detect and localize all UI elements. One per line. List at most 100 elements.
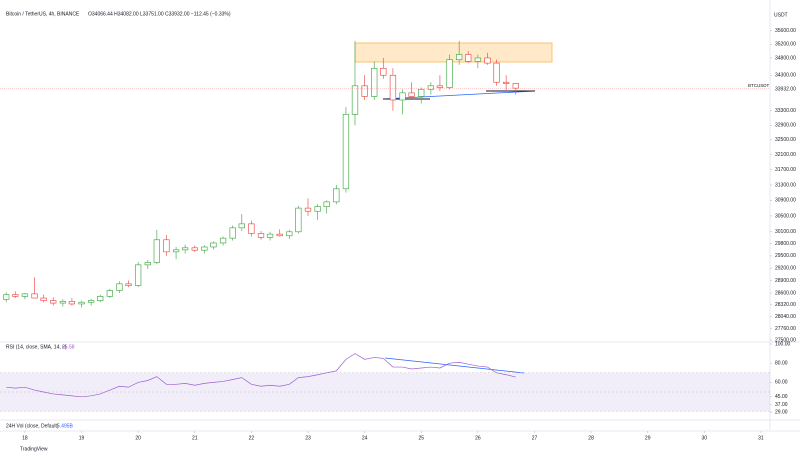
candle-body: [78, 301, 85, 305]
candle-body: [68, 301, 76, 305]
x-tick-label: 21: [192, 435, 198, 441]
candle-body: [456, 54, 463, 61]
candle-body: [201, 246, 208, 251]
candle-body: [512, 83, 519, 89]
candle-body: [163, 239, 170, 253]
candle-body: [31, 293, 38, 299]
candle-body: [465, 54, 472, 62]
y-tick-label: 28320.00: [775, 302, 796, 308]
candle-body: [436, 85, 444, 88]
y-tick-label: 31300.00: [775, 182, 796, 188]
rsi-y-tick-label: 80.00: [775, 361, 788, 367]
candle-body: [181, 247, 189, 251]
x-tick-label: 28: [588, 435, 594, 441]
candle-body: [295, 207, 302, 233]
trend-line: [382, 90, 536, 100]
y-tick-label: 32500.00: [775, 137, 796, 143]
rsi-trend-line: [384, 357, 525, 374]
y-tick-label: 31700.00: [775, 167, 796, 173]
candle-body: [286, 231, 293, 237]
candle-body: [503, 81, 510, 84]
candle-body: [97, 296, 104, 301]
y-tick-label: 28040.00: [775, 314, 796, 320]
last-price-value: 33932.00: [775, 87, 796, 93]
candle-body: [323, 201, 330, 207]
ohlc-legend: O34066.44 H34082.00 L33751.00 C33932.00 …: [88, 11, 231, 17]
y-tick-label: 27760.00: [775, 326, 796, 332]
candle-body: [210, 242, 217, 248]
candle-body: [484, 57, 491, 64]
rsi-y-tick-label: 45.00: [775, 394, 788, 400]
candle-body: [361, 85, 368, 97]
x-tick-label: 27: [532, 435, 538, 441]
candle-body: [106, 290, 113, 297]
x-tick-label: 18: [22, 435, 28, 441]
y-tick-label: 35200.00: [775, 42, 796, 48]
candle-body: [59, 301, 67, 304]
rsi-value: 65.58: [62, 344, 75, 350]
candle-body: [248, 223, 255, 234]
y-tick-label: 35600.00: [775, 28, 796, 34]
volume-title: 24H Vol (close, Default): [6, 423, 59, 429]
last-price-tag: [771, 82, 800, 95]
candle-body: [116, 283, 123, 291]
candle-body: [342, 113, 350, 190]
candle-body: [50, 300, 57, 304]
candle-body: [172, 249, 180, 253]
candle-body: [304, 207, 312, 212]
x-tick-label: 20: [135, 435, 141, 441]
y-tick-label: 34300.00: [775, 73, 796, 79]
candle-body: [238, 223, 245, 229]
candle-body: [351, 85, 359, 115]
candle-body: [446, 59, 453, 88]
candle-body: [266, 233, 274, 238]
candle-body: [418, 88, 425, 97]
y-tick-label: 30900.00: [775, 198, 796, 204]
rsi-y-tick-label: 100.00: [775, 341, 791, 347]
candle-body: [144, 262, 151, 266]
currency-label: USDT: [774, 12, 788, 18]
rsi-y-tick-label: 60.00: [775, 380, 788, 386]
brand: TradingView: [20, 446, 48, 452]
candle-body: [474, 57, 482, 62]
y-tick-label: 30500.00: [775, 213, 796, 219]
y-tick-label: 28900.00: [775, 278, 796, 284]
x-tick-label: 30: [702, 435, 708, 441]
y-tick-label: 29800.00: [775, 241, 796, 247]
rsi-y-tick-label: 37.00: [775, 402, 788, 408]
candle-body: [314, 206, 321, 212]
candle-body: [493, 62, 500, 83]
y-tick-label: 32900.00: [775, 123, 796, 129]
volume-value: 5.495B: [57, 423, 74, 429]
rsi-title: RSI (14, close, SMA, 14, 2): [6, 344, 67, 350]
candle-body: [257, 233, 265, 238]
rsi-y-tick-label: 29.00: [775, 409, 788, 415]
candle-body: [134, 264, 142, 286]
candle-body: [399, 92, 406, 101]
candle-body: [371, 67, 378, 97]
candle-body: [12, 294, 19, 297]
candle-body: [427, 85, 435, 90]
y-tick-label: 27500.00: [775, 337, 796, 343]
x-tick-label: 22: [249, 435, 255, 441]
x-tick-label: 19: [79, 435, 85, 441]
x-tick-label: 24: [362, 435, 368, 441]
candle-body: [87, 300, 95, 303]
rectangle-drawing: [354, 42, 553, 63]
candle-body: [3, 294, 10, 300]
y-tick-label: 29200.00: [775, 265, 796, 271]
y-tick-label: 33300.00: [775, 108, 796, 114]
candle-body: [40, 297, 47, 301]
x-tick-label: 26: [475, 435, 481, 441]
chart-title: Bitcoin / TetherUS, 4h, BINANCE: [6, 11, 80, 17]
x-tick-label: 23: [305, 435, 311, 441]
y-tick-label: 34800.00: [775, 55, 796, 61]
y-tick-label: 29500.00: [775, 253, 796, 259]
x-tick-label: 25: [418, 435, 424, 441]
candle-body: [153, 239, 160, 263]
candle-body: [21, 293, 29, 297]
candle-body: [229, 227, 236, 239]
candle-body: [125, 283, 132, 286]
x-tick-label: 31: [758, 435, 764, 441]
